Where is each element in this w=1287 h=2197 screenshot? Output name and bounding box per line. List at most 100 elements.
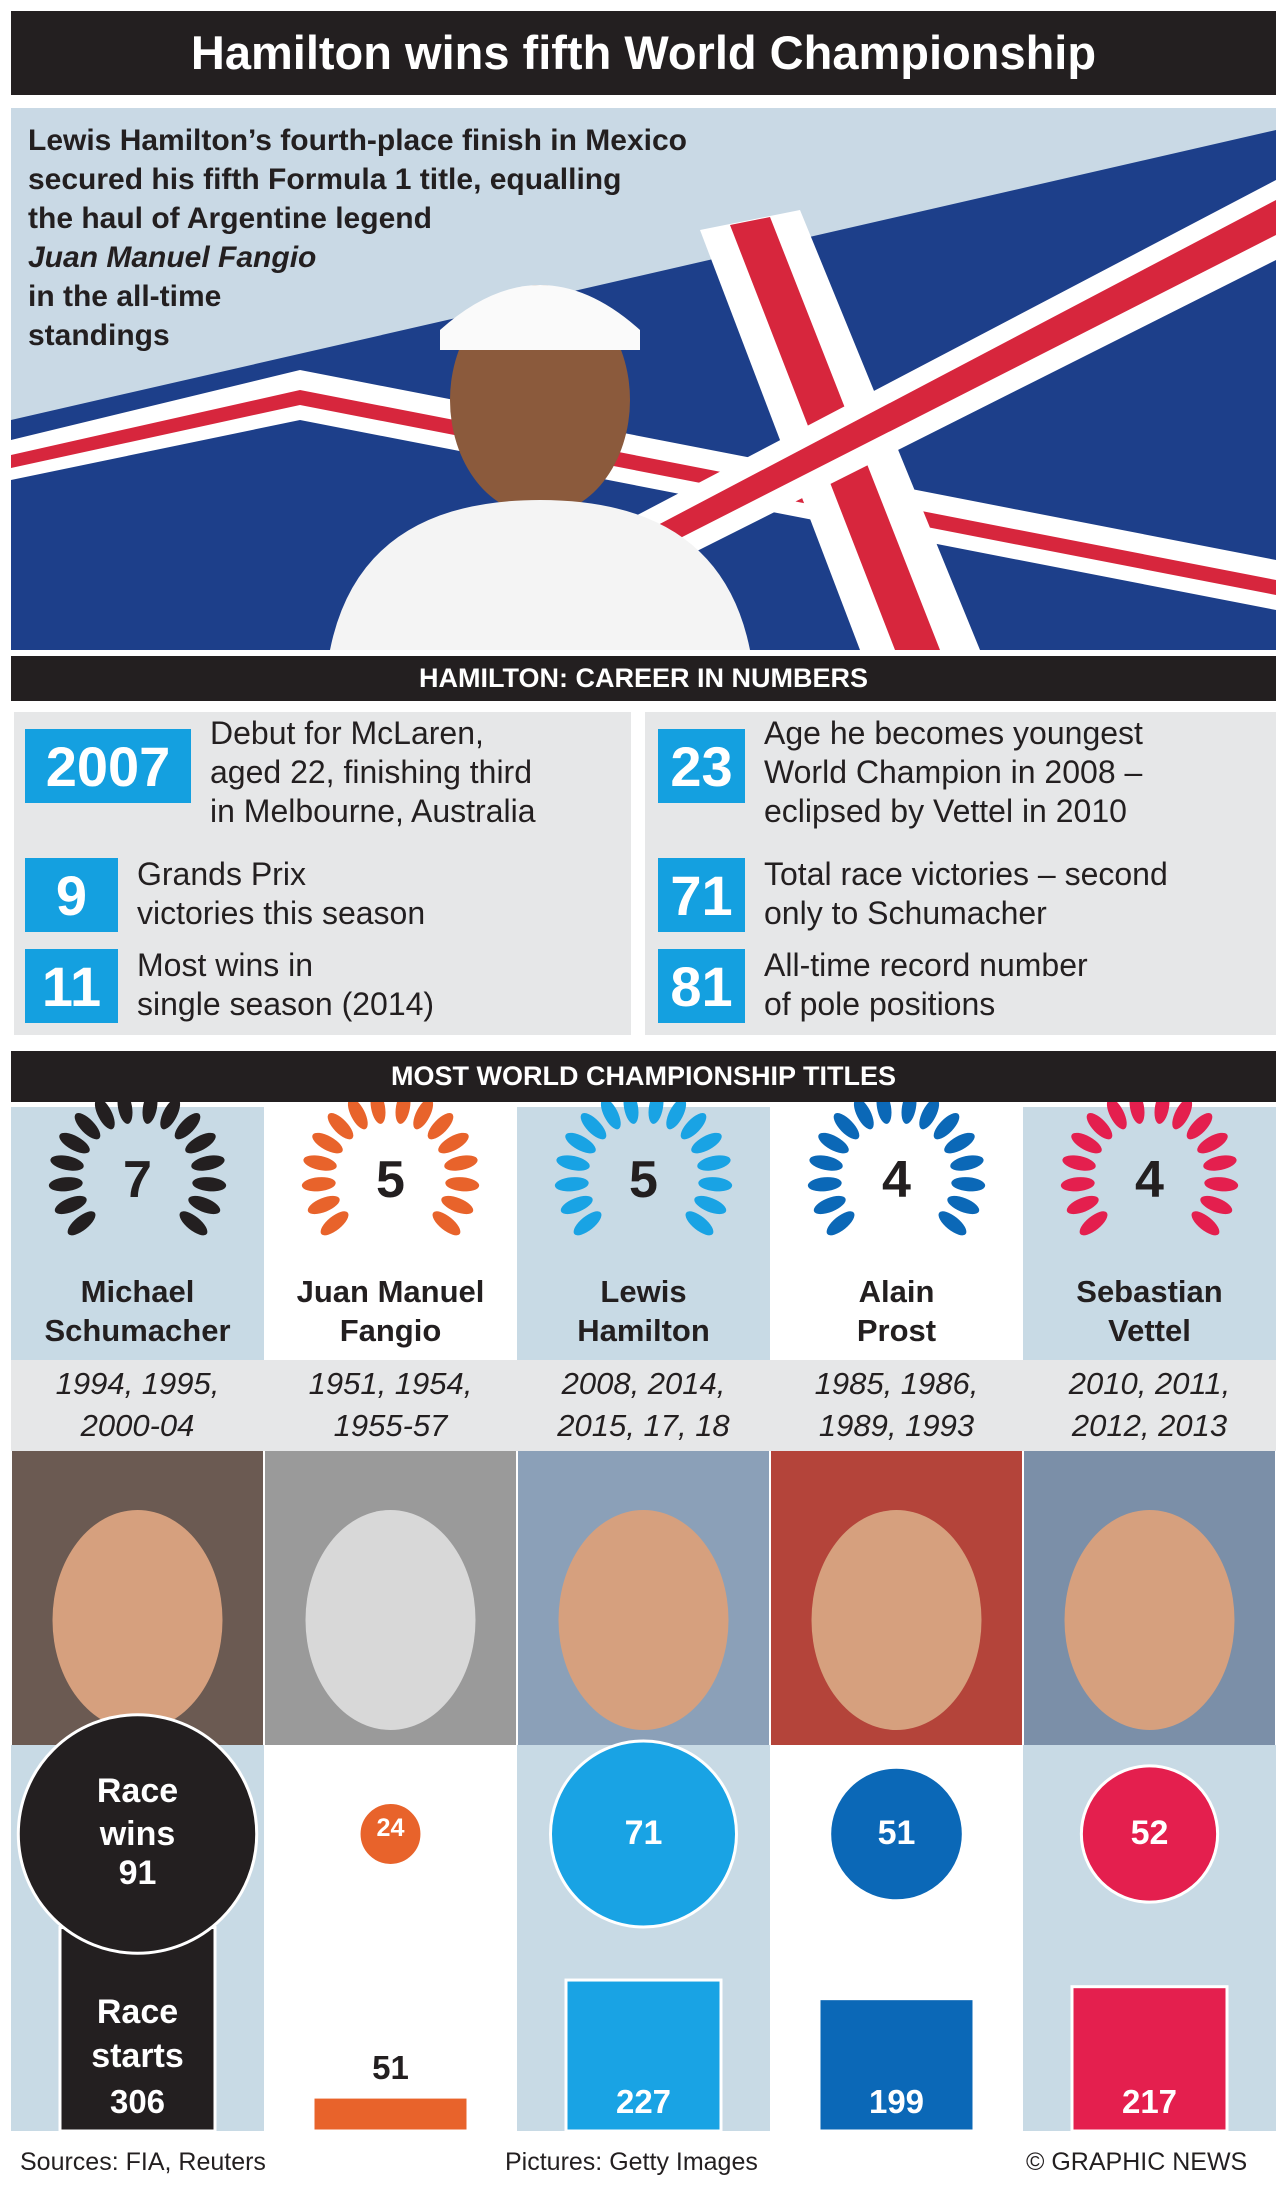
laurel-leaf	[951, 1177, 986, 1192]
driver-name: Alain	[858, 1274, 935, 1309]
driver-years: 2012, 2013	[1071, 1408, 1228, 1443]
stat-text: eclipsed by Vettel in 2010	[764, 793, 1127, 829]
laurel-leaf	[445, 1177, 480, 1192]
stat-number: 71	[670, 864, 733, 927]
titles-count: 5	[629, 1151, 658, 1209]
laurel-leaf	[698, 1177, 733, 1192]
stat-text: All-time record number	[764, 947, 1088, 983]
laurel-leaf	[573, 1211, 602, 1236]
race-wins-value: 24	[376, 1814, 405, 1842]
laurel-leaf	[67, 1211, 96, 1236]
laurel-leaf	[438, 1132, 469, 1154]
driver-years: 1955-57	[333, 1408, 448, 1443]
laurel-leaf	[54, 1195, 87, 1215]
race-starts-bar	[58, 1926, 217, 2133]
laurel-leaf	[1200, 1195, 1233, 1215]
race-wins-label: Race wins	[96, 1772, 179, 1853]
titles-count: 5	[376, 1151, 405, 1209]
stat-number: 11	[41, 955, 102, 1018]
laurel-leaf	[188, 1195, 221, 1215]
laurel-leaf	[1191, 1211, 1220, 1236]
driver-years: 1989, 1993	[818, 1408, 975, 1443]
cap	[440, 285, 640, 350]
laurel-leaf	[1066, 1195, 1099, 1215]
laurel-leaf	[694, 1195, 727, 1215]
race-wins-bubble	[357, 1801, 424, 1867]
driver-name: Lewis	[600, 1274, 687, 1309]
column-bg	[11, 1107, 264, 1360]
race-wins-value: 52	[1130, 1814, 1169, 1852]
laurel-leaf	[680, 1113, 707, 1140]
driver-years: 2008, 2014,	[561, 1366, 726, 1401]
laurel-leaf	[301, 1177, 336, 1192]
laurel-leaf	[809, 1155, 843, 1171]
laurel-leaf	[950, 1155, 984, 1171]
race-wins-bubble	[16, 1713, 259, 1955]
laurel-leaf	[1106, 1098, 1127, 1130]
laurel-leaf	[1062, 1155, 1096, 1171]
stat-text: victories this season	[137, 895, 426, 931]
column-bg	[1023, 1107, 1276, 1360]
laurel-leaf	[444, 1155, 478, 1171]
race-starts-label: Race starts	[91, 1993, 184, 2075]
driver-name: Prost	[856, 1313, 937, 1348]
laurel-leaf	[933, 1113, 960, 1140]
section-bar	[11, 656, 1276, 701]
stat-text: Debut for McLaren,	[210, 715, 484, 751]
stat-number: 81	[670, 955, 733, 1018]
driver-years: 2010, 2011,	[1068, 1366, 1231, 1401]
laurel-leaf	[826, 1211, 855, 1236]
laurel-leaf	[1203, 1155, 1237, 1171]
stat-text: Total race victories – second	[764, 856, 1168, 892]
laurel-leaf	[191, 1155, 225, 1171]
driver-years: 1985, 1986,	[814, 1366, 979, 1401]
laurel-leaf	[192, 1177, 227, 1192]
stat-text: World Champion in 2008 –	[764, 754, 1143, 790]
race-wins-value: 91	[118, 1854, 157, 1892]
race-starts-bar	[311, 2095, 470, 2133]
titles-count: 4	[1135, 1151, 1164, 1209]
driver-name: Schumacher	[44, 1313, 231, 1348]
stat-box	[658, 949, 745, 1023]
laurel-leaf	[565, 1132, 596, 1154]
title-bar	[11, 11, 1276, 95]
laurel-leaf	[685, 1211, 714, 1236]
laurel-leaf	[1079, 1211, 1108, 1236]
stats-panel	[645, 712, 1276, 1035]
laurel-leaf	[59, 1132, 90, 1154]
laurel-leaf	[441, 1195, 474, 1215]
laurel-leaf	[50, 1155, 84, 1171]
footer-credit: © GRAPHIC NEWS	[1026, 2148, 1248, 2176]
race-starts-value: 306	[109, 2083, 166, 2120]
stat-text: of pole positions	[764, 986, 996, 1022]
race-starts-value: 217	[1121, 2083, 1178, 2120]
stat-text: Age he becomes youngest	[764, 715, 1143, 751]
driver-years: 1994, 1995,	[55, 1366, 220, 1401]
race-starts-value: 227	[615, 2083, 672, 2120]
laurel-leaf	[347, 1098, 368, 1130]
laurel-leaf	[938, 1211, 967, 1236]
driver-name: Hamilton	[577, 1313, 710, 1348]
driver-name: Vettel	[1108, 1313, 1191, 1348]
stat-box	[25, 729, 191, 803]
driver-name: Fangio	[339, 1313, 442, 1348]
laurel-leaf	[94, 1098, 115, 1130]
union-flag	[11, 130, 1276, 650]
driver-name: Sebastian	[1076, 1274, 1223, 1309]
footer-sources: Sources: FIA, Reuters	[20, 2148, 266, 2176]
laurel-leaf	[807, 1177, 842, 1192]
stat-number: 9	[55, 864, 88, 927]
stat-text: in Melbourne, Australia	[210, 793, 536, 829]
intro-line: secured his fifth Formula 1 title, equal…	[28, 163, 622, 196]
years-bg	[11, 1360, 264, 1451]
intro-line: in the all-time	[28, 280, 222, 313]
laurel-leaf	[600, 1098, 621, 1130]
laurel-leaf	[947, 1195, 980, 1215]
laurel-leaf	[160, 1098, 181, 1130]
section-title: HAMILTON: CAREER IN NUMBERS	[419, 663, 868, 693]
laurel-leaf	[919, 1098, 940, 1130]
stat-box	[658, 729, 745, 803]
laurel-leaf	[560, 1195, 593, 1215]
photo-face	[52, 1510, 223, 1730]
